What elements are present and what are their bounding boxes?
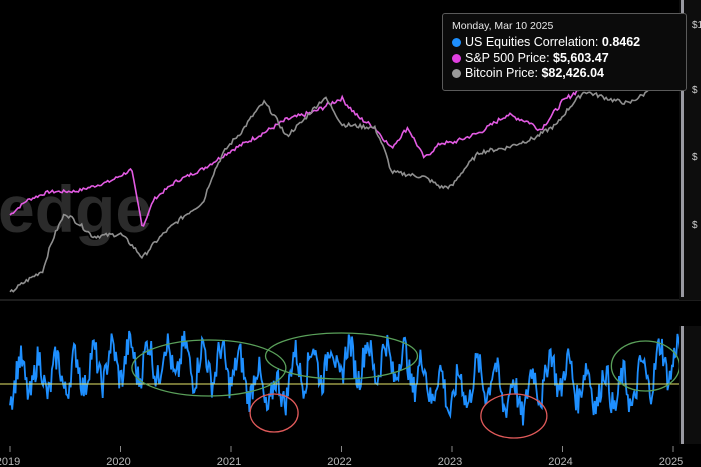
tooltip-value: $5,603.47 [553, 50, 609, 65]
correlation-panel [0, 330, 695, 426]
annotation-ellipse [480, 393, 548, 439]
x-tick-label: 2020 [106, 456, 130, 467]
x-tick-label: 2021 [217, 456, 241, 467]
tooltip-value: $82,426.04 [541, 66, 604, 80]
x-axis: 2019 2020 2021 2022 2023 2024 2025 [0, 446, 683, 467]
correlation-dot-icon [452, 38, 461, 47]
tooltip-date: Monday, Mar 10 2025 [452, 20, 554, 32]
tooltip-label: US Equities Correlation: [465, 35, 599, 49]
sp500-dot-icon [452, 53, 461, 63]
tooltip: Monday, Mar 10 2025 US Equities Correlat… [442, 13, 687, 91]
bitcoin-line [9, 62, 695, 293]
annotation-ellipse [249, 393, 299, 433]
tooltip-row-sp500: S&P 500 Price: $5,603.47 [452, 51, 686, 67]
x-tick-label: 2023 [438, 456, 462, 467]
right-axis-label: $ [692, 152, 698, 163]
annotation-ellipse [264, 332, 419, 380]
scrollbar-handle[interactable] [681, 326, 684, 444]
x-tick-label: 2019 [0, 456, 20, 467]
bitcoin-dot-icon [452, 69, 461, 78]
right-axis-label: $ [692, 85, 698, 96]
tooltip-value: 0.8462 [601, 35, 641, 49]
correlation-line [9, 330, 695, 426]
right-axis-bg [679, 326, 701, 444]
tooltip-row-bitcoin: Bitcoin Price: $82,426.04 [452, 66, 686, 82]
right-axis-label: $ [692, 220, 698, 231]
right-axis-label: $1 [692, 20, 701, 31]
scrollbar-handle[interactable] [681, 0, 684, 297]
x-tick-label: 2022 [327, 456, 351, 467]
x-tick-label: 2024 [548, 456, 572, 467]
tooltip-label: S&P 500 Price: [465, 50, 550, 65]
tooltip-row-correlation: US Equities Correlation: 0.8462 [452, 35, 686, 51]
tooltip-label: Bitcoin Price: [465, 66, 538, 80]
watermark: edge [0, 172, 152, 246]
x-tick-label: 2025 [659, 456, 683, 467]
annotation-ellipse [131, 339, 287, 397]
